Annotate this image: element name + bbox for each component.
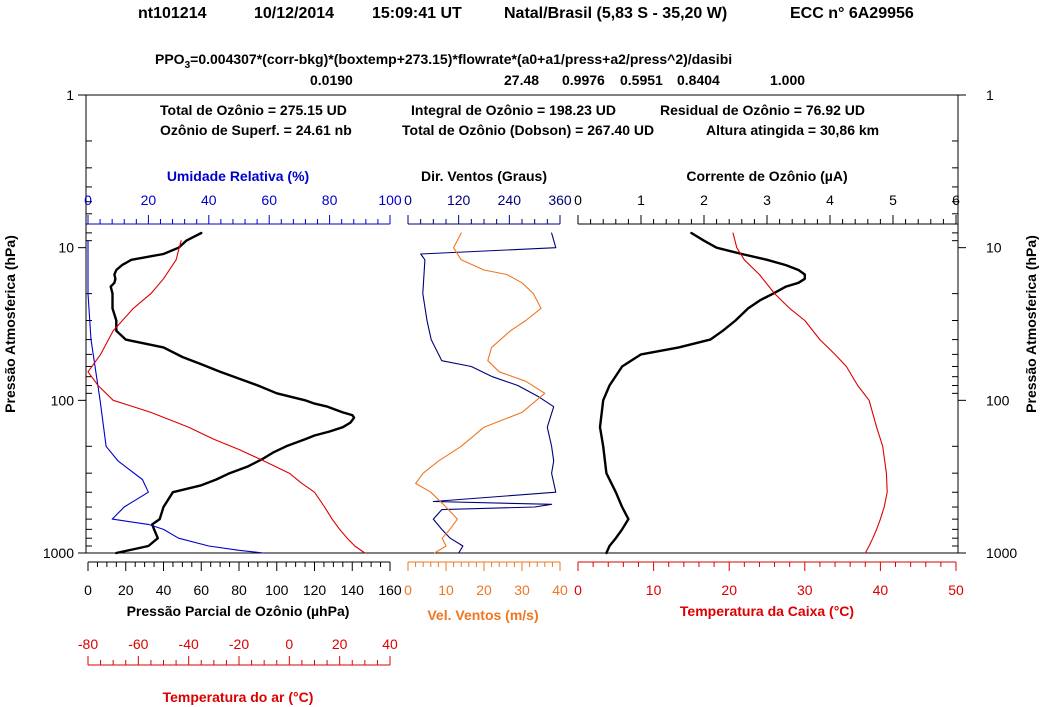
formula-coef-3: 0.5951: [620, 72, 663, 88]
ozone-current-tick-label: 4: [826, 192, 834, 208]
air-temperature-axis-title: Temperatura do ar (°C): [163, 689, 314, 705]
air_temperature-series-line: [87, 240, 366, 554]
pressure-tick-label-left: 1: [66, 87, 74, 103]
header-location: Natal/Brasil (5,83 S - 35,20 W): [504, 5, 727, 22]
summary-residual-ozone: Residual de Ozônio = 76.92 UD: [660, 102, 865, 118]
ozone-current-axis-title: Corrente de Ozônio (µA): [686, 168, 847, 184]
formula-coef-1: 27.48: [504, 72, 539, 88]
ozone-tick-label: 40: [156, 582, 172, 598]
ozone-axis-title: Pressão Parcial de Ozônio (µhPa): [127, 603, 350, 619]
wind-direction-tick-label: 360: [548, 192, 572, 208]
pressure-tick-label-right: 10: [986, 240, 1002, 256]
air-temperature-tick-label: 40: [382, 636, 398, 652]
box-temperature-tick-label: 50: [948, 582, 964, 598]
ozone-current-tick-label: 3: [763, 192, 771, 208]
box-temperature-tick-label: 20: [721, 582, 737, 598]
summary-total-ozone: Total de Ozônio = 275.15 UD: [160, 102, 347, 118]
ozone-tick-label: 120: [303, 582, 327, 598]
air-temperature-tick-label: -20: [229, 636, 249, 652]
ozone-tick-label: 140: [341, 582, 365, 598]
pressure-axis-title-left: Pressão Atmosferica (hPa): [2, 235, 18, 413]
box-temperature-tick-label: 0: [574, 582, 582, 598]
wind-direction-tick-label: 120: [447, 192, 471, 208]
ozone-current-tick-label: 5: [889, 192, 897, 208]
wind-direction-axis-title: Dir. Ventos (Graus): [421, 168, 547, 184]
series-layer: [87, 231, 888, 555]
air-temperature-tick-label: -60: [128, 636, 148, 652]
ozone-series-line: [109, 231, 356, 555]
ozone-tick-label: 160: [378, 582, 402, 598]
formula-coef-5: 1.000: [770, 72, 805, 88]
humidity-tick-label: 40: [201, 192, 217, 208]
formula-prefix: PPO: [155, 51, 185, 67]
ozone-current-tick-label: 6: [952, 192, 960, 208]
pressure-tick-label-right: 1: [986, 87, 994, 103]
box-temperature-tick-label: 30: [797, 582, 813, 598]
pressure-tick-label-left: 10: [58, 240, 74, 256]
box-temperature-tick-label: 10: [646, 582, 662, 598]
plot-frame: [85, 94, 959, 554]
summary-surface-ozone: Ozônio de Superf. = 24.61 nb: [160, 122, 352, 138]
pressure-axis-title-right: Pressão Atmosferica (hPa): [1023, 235, 1039, 413]
header-sonde: ECC n° 6A29956: [790, 5, 914, 22]
humidity-series-line: [87, 240, 264, 554]
formula-coef-0: 0.0190: [310, 72, 353, 88]
ozone-current-tick-label: 0: [574, 192, 582, 208]
pressure-tick-label-left: 100: [51, 392, 75, 408]
wind-speed-axis-title: Vel. Ventos (m/s): [427, 607, 538, 623]
pressure-tick-label-right: 1000: [986, 545, 1017, 561]
air-temperature-tick-label: 20: [332, 636, 348, 652]
box-temperature-series-line: [732, 232, 888, 554]
humidity-tick-label: 80: [322, 192, 338, 208]
wind-speed-tick-label: 40: [552, 582, 568, 598]
box-temperature-axis-title: Temperatura da Caixa (°C): [680, 603, 854, 619]
box-temperature-tick-label: 40: [873, 582, 889, 598]
wind-speed-tick-label: 10: [438, 582, 454, 598]
humidity-tick-label: 60: [261, 192, 277, 208]
ozone-current-series-line: [598, 231, 806, 555]
ozone-current-tick-label: 2: [700, 192, 708, 208]
ozone-tick-label: 60: [193, 582, 209, 598]
formula-coef-4: 0.8404: [677, 72, 720, 88]
formula-expression: =0.004307*(corr-bkg)*(boxtemp+273.15)*fl…: [190, 51, 732, 67]
humidity-tick-label: 20: [141, 192, 157, 208]
formula-subscript: 3: [185, 60, 191, 71]
formula-coef-2: 0.9976: [562, 72, 605, 88]
header-time: 15:09:41 UT: [372, 5, 462, 22]
ozone-tick-label: 100: [265, 582, 289, 598]
summary-integral-ozone: Integral de Ozônio = 198.23 UD: [411, 102, 616, 118]
wind-speed-tick-label: 20: [476, 582, 492, 598]
formula-text: PPO3=0.004307*(corr-bkg)*(boxtemp+273.15…: [155, 51, 732, 71]
wind-direction-tick-label: 240: [498, 192, 522, 208]
summary-total-dobson: Total de Ozônio (Dobson) = 267.40 UD: [402, 122, 654, 138]
humidity-tick-label: 0: [84, 192, 92, 208]
pressure-tick-label-right: 100: [986, 392, 1010, 408]
humidity-tick-label: 100: [378, 192, 402, 208]
humidity-axis-title: Umidade Relativa (%): [167, 168, 309, 184]
ozone-current-tick-label: 1: [637, 192, 645, 208]
header-date: 10/12/2014: [254, 5, 334, 22]
air-temperature-tick-label: 0: [285, 636, 293, 652]
wind-direction-series-line: [420, 232, 557, 554]
ozone-tick-label: 20: [118, 582, 134, 598]
wind-direction-tick-label: 0: [404, 192, 412, 208]
pressure-tick-label-left: 1000: [43, 545, 74, 561]
header-station: nt101214: [138, 5, 207, 22]
summary-altitude: Altura atingida = 30,86 km: [706, 122, 879, 138]
ozone-tick-label: 80: [231, 582, 247, 598]
wind-speed-tick-label: 0: [404, 582, 412, 598]
wind-speed-series-line: [415, 232, 546, 554]
wind-speed-tick-label: 30: [514, 582, 530, 598]
ozone-tick-label: 0: [84, 582, 92, 598]
air-temperature-tick-label: -40: [179, 636, 199, 652]
air-temperature-tick-label: -80: [78, 636, 98, 652]
